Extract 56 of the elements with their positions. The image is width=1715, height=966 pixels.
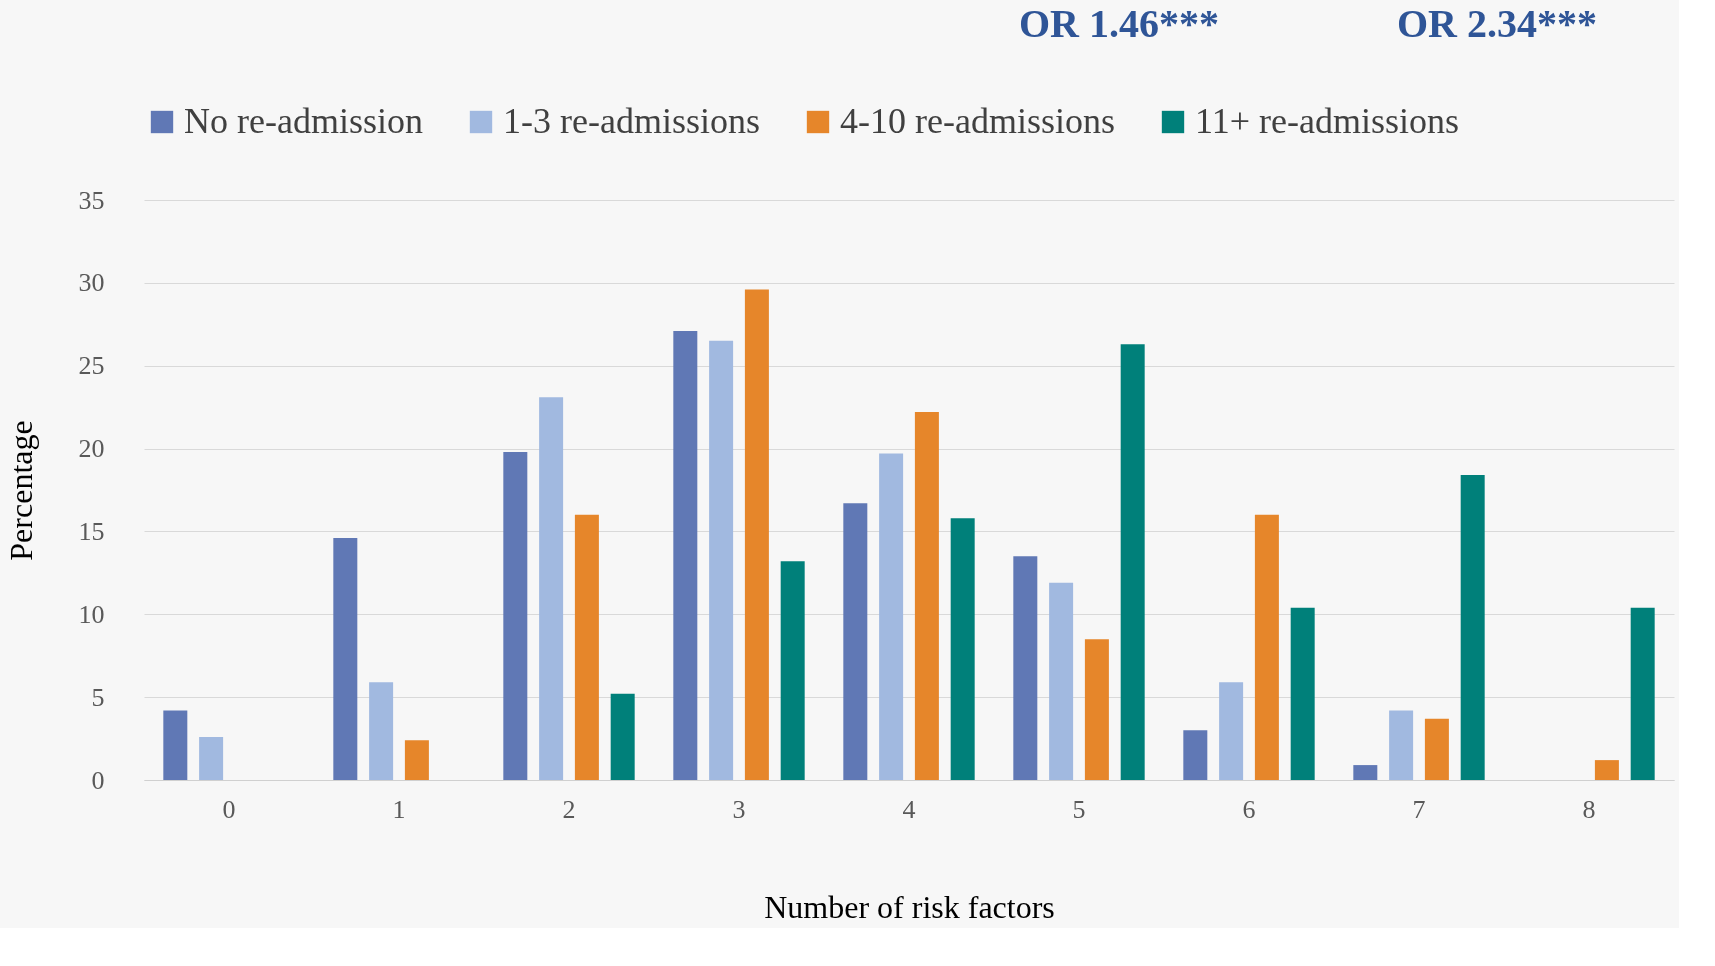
bar	[744, 289, 769, 780]
x-axis-title: Number of risk factors	[764, 888, 1055, 925]
bar	[610, 693, 635, 780]
bar	[1254, 514, 1279, 780]
x-tick-label: 6	[1242, 794, 1256, 824]
bar	[404, 740, 429, 780]
bar	[1013, 556, 1038, 780]
legend-label: 4-10 re-admissions	[840, 101, 1115, 141]
bar	[333, 538, 358, 780]
legend-label: 11+ re-admissions	[1195, 101, 1459, 141]
bar	[1460, 475, 1485, 780]
x-tick-label: 2	[562, 794, 576, 824]
bar	[1219, 682, 1244, 780]
y-tick-label: 20	[78, 434, 105, 464]
bar	[574, 514, 599, 780]
x-tick-label: 8	[1582, 794, 1596, 824]
bar	[199, 736, 224, 780]
y-tick-label: 10	[78, 599, 105, 629]
bar	[539, 397, 564, 780]
bar	[1594, 760, 1619, 780]
x-tick-label: 0	[222, 794, 236, 824]
bar	[843, 503, 868, 780]
legend-label: 1-3 re-admissions	[503, 101, 760, 141]
bar	[1424, 718, 1449, 780]
bar	[950, 518, 975, 780]
bar	[1290, 607, 1315, 780]
bar	[163, 710, 188, 780]
bar	[503, 451, 528, 780]
x-tick-label: 1	[392, 794, 406, 824]
bar	[1389, 710, 1414, 780]
bar	[879, 453, 904, 780]
bar	[1353, 765, 1378, 780]
bar	[1084, 639, 1109, 780]
x-tick-label: 7	[1412, 794, 1426, 824]
legend-label: No re-admission	[184, 101, 423, 141]
y-tick-label: 15	[78, 516, 105, 546]
x-tick-label: 3	[732, 794, 746, 824]
y-tick-label: 35	[78, 185, 105, 215]
bar	[1183, 730, 1208, 780]
x-tick-label: 4	[902, 794, 916, 824]
bar	[1630, 607, 1655, 780]
y-axis-title: Percentage	[2, 420, 39, 561]
bar	[1120, 344, 1145, 780]
y-tick-label: 5	[91, 682, 105, 712]
bar	[914, 412, 939, 780]
x-tick-label: 5	[1072, 794, 1086, 824]
y-tick-label: 25	[78, 351, 105, 381]
bar	[369, 682, 394, 780]
text: OR 2.34***	[1397, 1, 1597, 46]
y-tick-label: 30	[78, 268, 105, 298]
text: OR 1.46***	[1019, 1, 1219, 46]
bar	[780, 561, 805, 780]
bar	[709, 340, 734, 780]
bar	[1049, 582, 1074, 780]
y-tick-label: 0	[91, 765, 105, 795]
bar	[673, 330, 698, 780]
